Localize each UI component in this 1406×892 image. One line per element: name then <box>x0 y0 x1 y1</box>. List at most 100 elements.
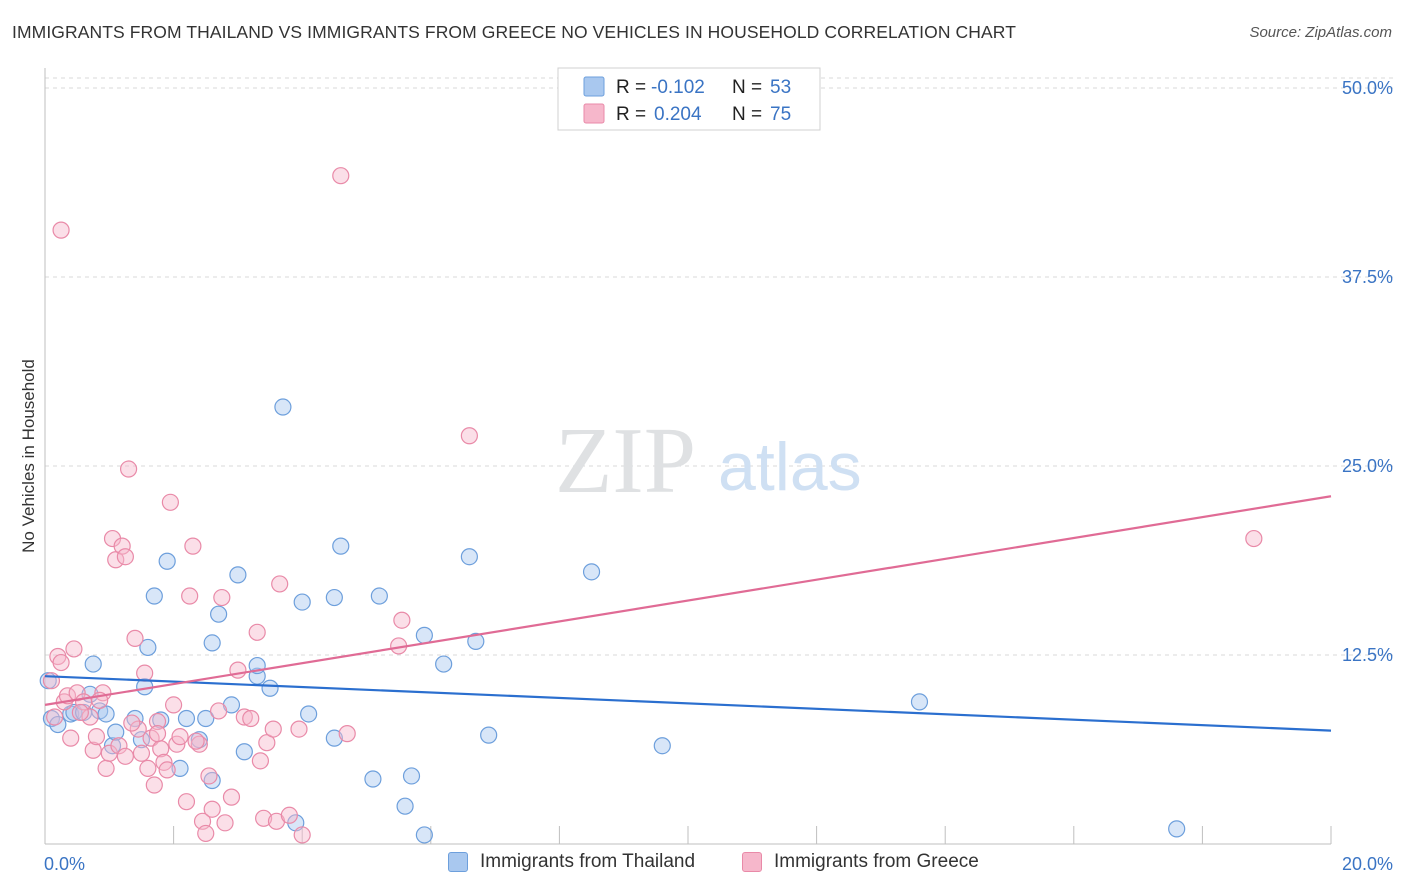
greece-point-54 <box>264 720 282 738</box>
thailand-point-15 <box>139 638 157 657</box>
greece-point-5 <box>62 729 80 747</box>
trend-line-thailand <box>44 675 1332 732</box>
greece-point-9 <box>81 708 99 726</box>
legend-r-value-greece: 0.204 <box>654 104 702 125</box>
greece-point-72 <box>187 732 205 750</box>
legend-swatch-greece <box>583 103 605 124</box>
legend-item-thailand: Immigrants from Thailand <box>448 851 695 873</box>
greece-point-31 <box>161 493 179 511</box>
greece-point-6 <box>65 640 83 658</box>
gridlines <box>45 77 1393 656</box>
legend-swatch-thailand <box>583 76 605 97</box>
y-tick-label-3: 50.0% <box>1342 78 1393 98</box>
greece-point-17 <box>113 537 131 555</box>
greece-point-73 <box>116 747 134 765</box>
thailand-point-16 <box>145 587 163 605</box>
greece-point-21 <box>129 720 147 738</box>
thailand-point-31 <box>261 679 279 697</box>
greece-point-27 <box>148 712 167 731</box>
thailand-point-21 <box>197 709 215 728</box>
legend-r-label-greece: R = <box>616 104 646 125</box>
thailand-point-46 <box>460 548 478 566</box>
greece-point-34 <box>171 728 189 746</box>
legend-swatch-greece-bottom <box>742 852 762 872</box>
greece-point-41 <box>200 767 218 785</box>
greece-point-2 <box>52 653 70 672</box>
greece-point-60 <box>332 167 350 185</box>
legend-r-value-thailand: -0.102 <box>651 77 705 98</box>
thailand-point-27 <box>229 566 247 584</box>
trend-line-greece <box>44 495 1332 706</box>
greece-point-32 <box>165 696 183 714</box>
thailand-point-19 <box>171 759 189 778</box>
thailand-point-11 <box>107 723 125 741</box>
greece-point-20 <box>126 629 144 647</box>
greece-point-45 <box>216 814 234 832</box>
greece-point-24 <box>139 759 157 778</box>
thailand-point-48 <box>480 726 498 744</box>
thailand-point-50 <box>653 737 671 755</box>
thailand-point-44 <box>415 826 433 844</box>
greece-point-63 <box>393 611 411 629</box>
y-tick-label-0: 12.5% <box>1342 645 1393 665</box>
greece-point-48 <box>235 708 253 726</box>
greece-point-70 <box>110 737 128 755</box>
watermark-zip: ZIP <box>555 409 696 513</box>
legend-n-value-greece: 75 <box>770 104 791 125</box>
source-label: Source: ZipAtlas.com <box>1249 24 1392 41</box>
watermark-atlas: atlas <box>718 429 862 505</box>
thailand-point-24 <box>203 634 221 652</box>
chart-title: IMMIGRANTS FROM THAILAND VS IMMIGRANTS F… <box>12 22 1016 42</box>
greece-point-51 <box>251 752 270 770</box>
thailand-point-52 <box>1168 820 1186 838</box>
thailand-point-25 <box>210 605 228 623</box>
greece-point-74 <box>1245 529 1263 548</box>
legend-r-label-thailand: R = <box>616 77 646 98</box>
greece-point-22 <box>132 744 151 762</box>
legend-n-label-thailand: N = <box>732 77 762 98</box>
greece-point-13 <box>97 759 115 778</box>
x-tick-label-1: 20.0% <box>1342 854 1393 874</box>
greece-point-71 <box>148 725 167 743</box>
thailand-point-41 <box>396 797 414 815</box>
trend-lines <box>44 495 1332 732</box>
greece-point-67 <box>71 703 89 722</box>
y-tick-label-1: 25.0% <box>1342 456 1393 476</box>
greece-point-23 <box>136 664 154 682</box>
greece-point-47 <box>229 661 247 679</box>
thailand-point-4 <box>65 703 83 722</box>
greece-point-65 <box>52 221 70 239</box>
greece-point-66 <box>46 708 64 726</box>
thailand-point-36 <box>325 588 343 607</box>
greece-point-37 <box>184 537 202 555</box>
greece-point-43 <box>210 702 228 720</box>
thailand-point-45 <box>435 655 453 673</box>
greece-point-36 <box>181 587 199 605</box>
series-legend: Immigrants from Thailand Immigrants from… <box>0 851 1406 877</box>
greece-point-58 <box>290 720 308 738</box>
greece-point-40 <box>197 824 215 843</box>
thailand-point-38 <box>332 537 350 555</box>
thailand-point-33 <box>293 593 311 611</box>
thailand-point-35 <box>300 705 318 723</box>
legend-label-greece: Immigrants from Greece <box>774 851 979 872</box>
greece-point-59 <box>293 826 311 844</box>
greece-point-46 <box>222 788 241 806</box>
greece-point-69 <box>123 714 141 732</box>
greece-point-11 <box>87 728 106 746</box>
thailand-point-43 <box>415 626 433 644</box>
thailand-point-18 <box>158 552 176 570</box>
greece-point-19 <box>119 460 138 478</box>
thailand-point-28 <box>235 743 253 761</box>
thailand-point-37 <box>325 729 343 747</box>
greece-point-57 <box>280 806 298 824</box>
thailand-point-32 <box>274 398 292 416</box>
correlation-legend: R = -0.102 N = 53 R = 0.204 N = 75 <box>557 67 821 131</box>
greece-point-52 <box>255 809 273 827</box>
thailand-point-7 <box>84 655 102 673</box>
thailand-point-20 <box>177 709 196 728</box>
thailand-point-51 <box>910 693 929 711</box>
legend-swatch-thailand-bottom <box>448 852 468 872</box>
x-tick-label-0: 0.0% <box>44 854 85 874</box>
